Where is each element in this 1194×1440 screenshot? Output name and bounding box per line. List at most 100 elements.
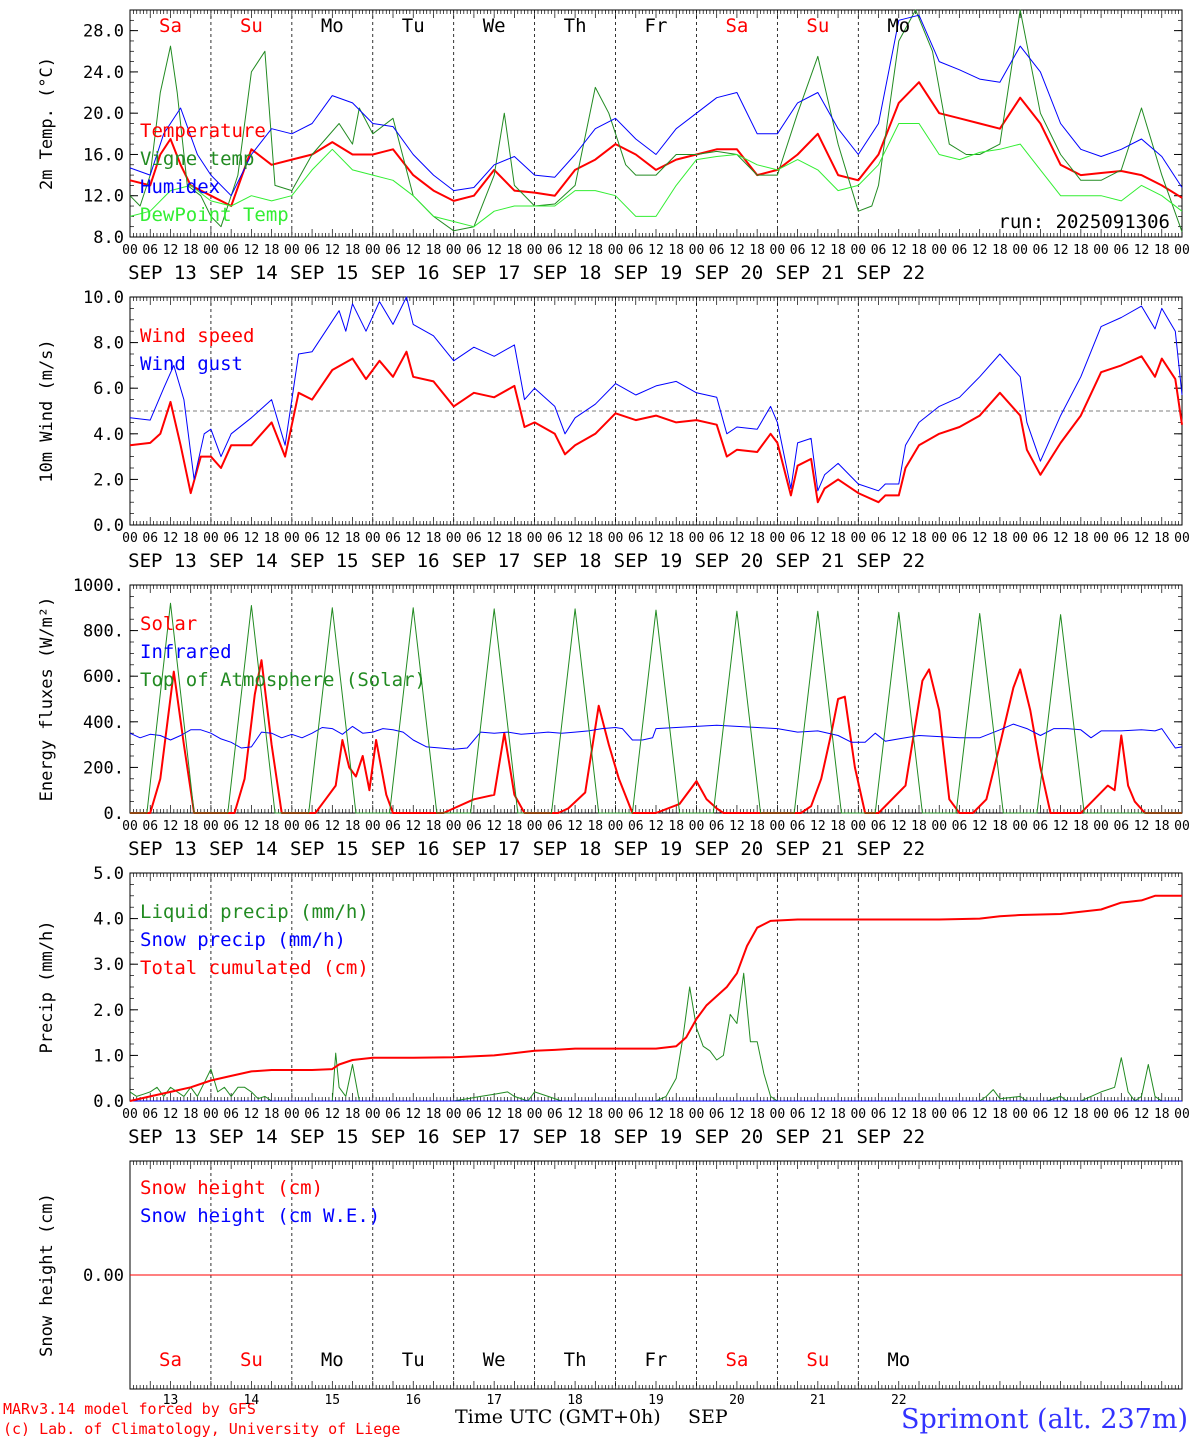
hour-label: 18: [507, 531, 523, 546]
hour-label: 12: [1053, 1107, 1069, 1122]
hour-label: 00: [1093, 243, 1109, 258]
hour-label: 18: [183, 1107, 199, 1122]
date-label: SEP 17: [452, 262, 521, 284]
series-line-infrared: [129, 723, 1183, 750]
date-label: SEP 14: [209, 550, 278, 572]
hour-label: 06: [547, 243, 563, 258]
day-label: Sa: [725, 1349, 748, 1371]
hour-label: 18: [426, 1107, 442, 1122]
y-tick-label: 0.00: [83, 1266, 124, 1286]
hour-label: 00: [1174, 243, 1190, 258]
y-tick-label: 1000.: [73, 576, 124, 596]
hour-label: 18: [992, 243, 1008, 258]
legend-entry: Infrared: [140, 641, 232, 663]
hour-label: 18: [587, 243, 603, 258]
hour-label: 06: [466, 819, 482, 834]
hour-label: 18: [749, 531, 765, 546]
day-label: Fr: [645, 15, 668, 37]
hour-label: 06: [1033, 819, 1049, 834]
date-label: SEP 20: [695, 550, 764, 572]
hour-label: 18: [1073, 243, 1089, 258]
hour-label: 00: [608, 243, 624, 258]
hour-label: 18: [749, 243, 765, 258]
hour-label: 00: [608, 531, 624, 546]
hour-label: 00: [689, 819, 705, 834]
legend-entry: DewPoint Temp: [140, 204, 289, 226]
hour-label: 06: [709, 243, 725, 258]
hour-label: 00: [931, 243, 947, 258]
hour-label: 00: [850, 243, 866, 258]
legend-entry: Vigne temp: [140, 148, 254, 170]
hour-label: 06: [466, 531, 482, 546]
hour-label: 00: [203, 243, 219, 258]
hour-label: 00: [850, 819, 866, 834]
hour-label: 12: [405, 243, 421, 258]
series-line-vigne-temp: [129, 9, 1183, 232]
hour-label: 06: [385, 243, 401, 258]
series-line-wind-speed: [129, 350, 1183, 504]
day-label: Tu: [402, 15, 425, 37]
y-tick-label: 10.0: [83, 288, 124, 308]
hour-label: 12: [1134, 819, 1150, 834]
hour-label: 12: [405, 531, 421, 546]
hour-label: 06: [385, 531, 401, 546]
hour-label: 12: [729, 243, 745, 258]
day-label: Sa: [725, 15, 748, 37]
date-label: SEP 20: [695, 838, 764, 860]
hour-label: 06: [223, 819, 239, 834]
panel-3: 0. 200. 400. 600. 800. 1000. Energy fluxes (W/…: [37, 576, 1190, 860]
hour-label: 00: [689, 531, 705, 546]
y-tick-label: 2.0: [93, 1001, 124, 1021]
day-label: Tu: [402, 1349, 425, 1371]
hour-label: 18: [830, 819, 846, 834]
date-label: SEP 22: [856, 262, 925, 284]
y-axis-label: 2m Temp. (°C): [37, 57, 57, 190]
hour-label: 12: [891, 819, 907, 834]
hour-label: 12: [244, 1107, 260, 1122]
hour-label: 00: [770, 243, 786, 258]
plot-frame: [129, 9, 1183, 238]
hour-label: 12: [1134, 243, 1150, 258]
hour-label: 12: [1053, 243, 1069, 258]
run-label: run: 2025091306: [998, 211, 1170, 233]
y-tick-label: 2.0: [93, 470, 124, 490]
credit-lab: (c) Lab. of Climatology, University of L…: [3, 1420, 400, 1438]
hour-label: 06: [547, 819, 563, 834]
hour-label: 00: [931, 531, 947, 546]
hour-label: 00: [608, 819, 624, 834]
hour-label: 06: [466, 1107, 482, 1122]
date-label: SEP 16: [371, 262, 440, 284]
hour-label: 18: [1154, 243, 1170, 258]
hour-label: 06: [952, 531, 968, 546]
hour-label: 12: [648, 243, 664, 258]
hour-label: 18: [183, 531, 199, 546]
day-number: 20: [729, 1393, 745, 1408]
hour-label: 18: [1154, 1107, 1170, 1122]
hour-label: 06: [790, 531, 806, 546]
hour-label: 06: [1033, 1107, 1049, 1122]
hour-label: 18: [426, 531, 442, 546]
hour-label: 06: [790, 819, 806, 834]
hour-label: 12: [891, 243, 907, 258]
hour-label: 06: [1113, 1107, 1129, 1122]
hour-label: 00: [1012, 243, 1028, 258]
hour-label: 06: [223, 243, 239, 258]
date-label: SEP 21: [776, 262, 845, 284]
hour-label: 06: [1113, 243, 1129, 258]
hour-label: 12: [567, 819, 583, 834]
hour-label: 00: [1093, 1107, 1109, 1122]
legend-entry: Solar: [140, 613, 197, 635]
hour-label: 00: [527, 243, 543, 258]
hour-label: 06: [1113, 819, 1129, 834]
hour-label: 18: [587, 1107, 603, 1122]
day-label: Mo: [321, 1349, 344, 1371]
hour-label: 00: [689, 243, 705, 258]
hour-label: 06: [952, 1107, 968, 1122]
y-axis-label: Precip (mm/h): [37, 920, 57, 1053]
hour-label: 00: [850, 531, 866, 546]
hour-label: 06: [628, 819, 644, 834]
hour-label: 18: [668, 819, 684, 834]
hour-label: 00: [1174, 819, 1190, 834]
hour-label: 00: [689, 1107, 705, 1122]
